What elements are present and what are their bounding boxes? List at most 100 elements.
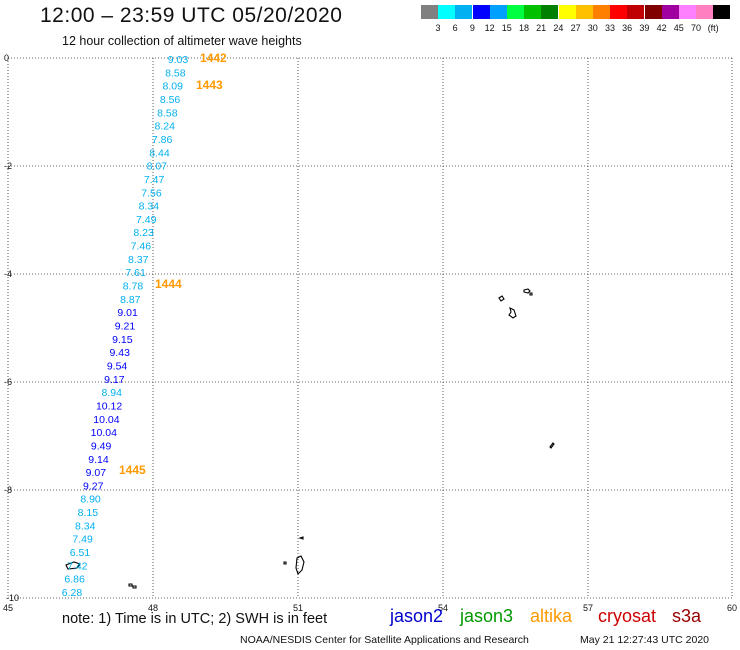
- land-outline: [549, 442, 555, 449]
- land-outline: [529, 292, 533, 296]
- swh-value-label: 6.51: [70, 547, 91, 559]
- swh-value-label: 8.15: [78, 507, 99, 519]
- color-swatch: [455, 5, 473, 19]
- swh-value-label: 9.01: [117, 307, 138, 319]
- swh-value-label: 7.42: [67, 560, 88, 572]
- generated-timestamp: May 21 12:27:43 UTC 2020: [580, 634, 709, 646]
- color-scale-tick: 3: [435, 23, 441, 33]
- swh-value-label: 6.28: [62, 587, 83, 599]
- x-axis-tick-label: 48: [148, 603, 158, 613]
- satellite-legend-altika: altika: [530, 606, 573, 626]
- x-axis-tick-label: 57: [583, 603, 593, 613]
- swh-value-label: 9.15: [112, 334, 133, 346]
- color-swatch: [507, 5, 524, 19]
- color-swatch: [679, 5, 696, 19]
- color-swatch: [593, 5, 610, 19]
- swh-value-label: 8.87: [120, 294, 141, 306]
- land-outline: [523, 288, 531, 294]
- x-axis-tick-label: 51: [293, 603, 303, 613]
- color-swatch: [489, 5, 507, 19]
- swh-value-label: 8.09: [162, 81, 183, 93]
- color-scale-tick: 15: [501, 23, 512, 33]
- color-scale-tick: 33: [604, 23, 615, 33]
- color-scale-tick: 30: [587, 23, 598, 33]
- color-scale-tick: 39: [639, 23, 650, 33]
- land-outline: [283, 561, 287, 565]
- swh-value-label: 9.07: [86, 467, 107, 479]
- land-outline: [132, 585, 137, 589]
- y-axis-tick-label: -2: [4, 161, 12, 171]
- color-swatch: [438, 5, 456, 19]
- swh-value-label: 8.94: [102, 387, 123, 399]
- swh-value-label: 8.24: [155, 121, 176, 133]
- swh-value-label: 9.27: [83, 480, 104, 492]
- satellite-legend-s3a: s3a: [672, 606, 702, 626]
- color-swatch: [558, 5, 576, 19]
- swh-value-label: 7.49: [136, 214, 157, 226]
- land-outline: [65, 561, 81, 570]
- pass-time-label: 1443: [196, 78, 223, 92]
- swh-value-label: 8.34: [139, 201, 160, 213]
- color-scale-tick: 6: [452, 23, 458, 33]
- x-axis-tick-label: 45: [3, 603, 13, 613]
- swh-value-label: 9.54: [107, 360, 128, 372]
- swh-value-label: 7.61: [125, 267, 146, 279]
- swh-value-label: 8.58: [157, 107, 178, 119]
- swh-value-label: 8.78: [123, 281, 144, 293]
- swh-value-label: 9.49: [91, 440, 112, 452]
- swh-value-label: 6.86: [64, 574, 85, 586]
- pass-time-label: 1445: [119, 463, 146, 477]
- satellite-legend-jason3: jason3: [460, 606, 514, 626]
- land-outline: [498, 295, 505, 302]
- credit-line: NOAA/NESDIS Center for Satellite Applica…: [240, 634, 529, 646]
- swh-value-label: 8.37: [128, 254, 149, 266]
- y-axis-tick-label: 0: [4, 53, 9, 63]
- swh-value-label: 8.56: [160, 94, 181, 106]
- color-scale-tick: 12: [484, 23, 495, 33]
- color-scale-tick: (ft): [707, 23, 719, 33]
- color-scale-tick: 70: [690, 23, 701, 33]
- y-axis-tick-label: -4: [4, 269, 12, 279]
- swh-value-label: 7.46: [131, 241, 152, 253]
- pass-time-label: 1442: [200, 51, 227, 65]
- swh-value-label: 8.90: [80, 494, 101, 506]
- pass-time-label: 1444: [155, 277, 182, 291]
- swh-value-label: 7.47: [144, 174, 165, 186]
- color-scale-tick: 45: [673, 23, 684, 33]
- x-axis-tick-label: 54: [438, 603, 448, 613]
- satellite-legend-jason2: jason2: [390, 606, 444, 626]
- footnote: note: 1) Time is in UTC; 2) SWH is in fe…: [62, 611, 328, 627]
- swh-value-label: 9.21: [115, 321, 136, 333]
- color-scale-tick: 9: [469, 23, 475, 33]
- swh-value-label: 8.34: [75, 520, 96, 532]
- swh-value-label: 9.14: [88, 454, 109, 466]
- color-swatch: [524, 5, 542, 19]
- satellite-legend-cryosat: cryosat: [598, 606, 657, 626]
- swh-value-label: 9.43: [109, 347, 130, 359]
- swh-value-label: 7.49: [72, 534, 93, 546]
- x-axis-tick-label: 60: [727, 603, 737, 613]
- swh-value-label: 8.58: [165, 67, 186, 79]
- swh-value-label: 8.44: [149, 147, 170, 159]
- color-swatch: [627, 5, 645, 19]
- y-axis-tick-label: -6: [4, 377, 12, 387]
- swh-value-label: 7.86: [152, 134, 173, 146]
- swh-value-label: 10.12: [96, 400, 122, 412]
- color-swatch: [421, 5, 438, 19]
- color-scale-tick: 36: [622, 23, 633, 33]
- color-swatch: [472, 5, 490, 19]
- color-swatch: [696, 5, 714, 19]
- swh-value-label: 10.04: [93, 414, 119, 426]
- swh-value-label: 8.07: [147, 161, 168, 173]
- land-outline: [298, 536, 304, 540]
- color-scale-tick: 18: [518, 23, 529, 33]
- y-axis-tick-label: -8: [4, 485, 12, 495]
- color-swatch: [575, 5, 593, 19]
- color-scale-tick: 24: [553, 23, 564, 33]
- swh-value-label: 7.56: [141, 187, 162, 199]
- color-scale-tick: 42: [656, 23, 667, 33]
- land-outline: [128, 583, 133, 587]
- page-title: 12:00 – 23:59 UTC 05/20/2020: [40, 4, 343, 27]
- color-scale-tick: 21: [536, 23, 547, 33]
